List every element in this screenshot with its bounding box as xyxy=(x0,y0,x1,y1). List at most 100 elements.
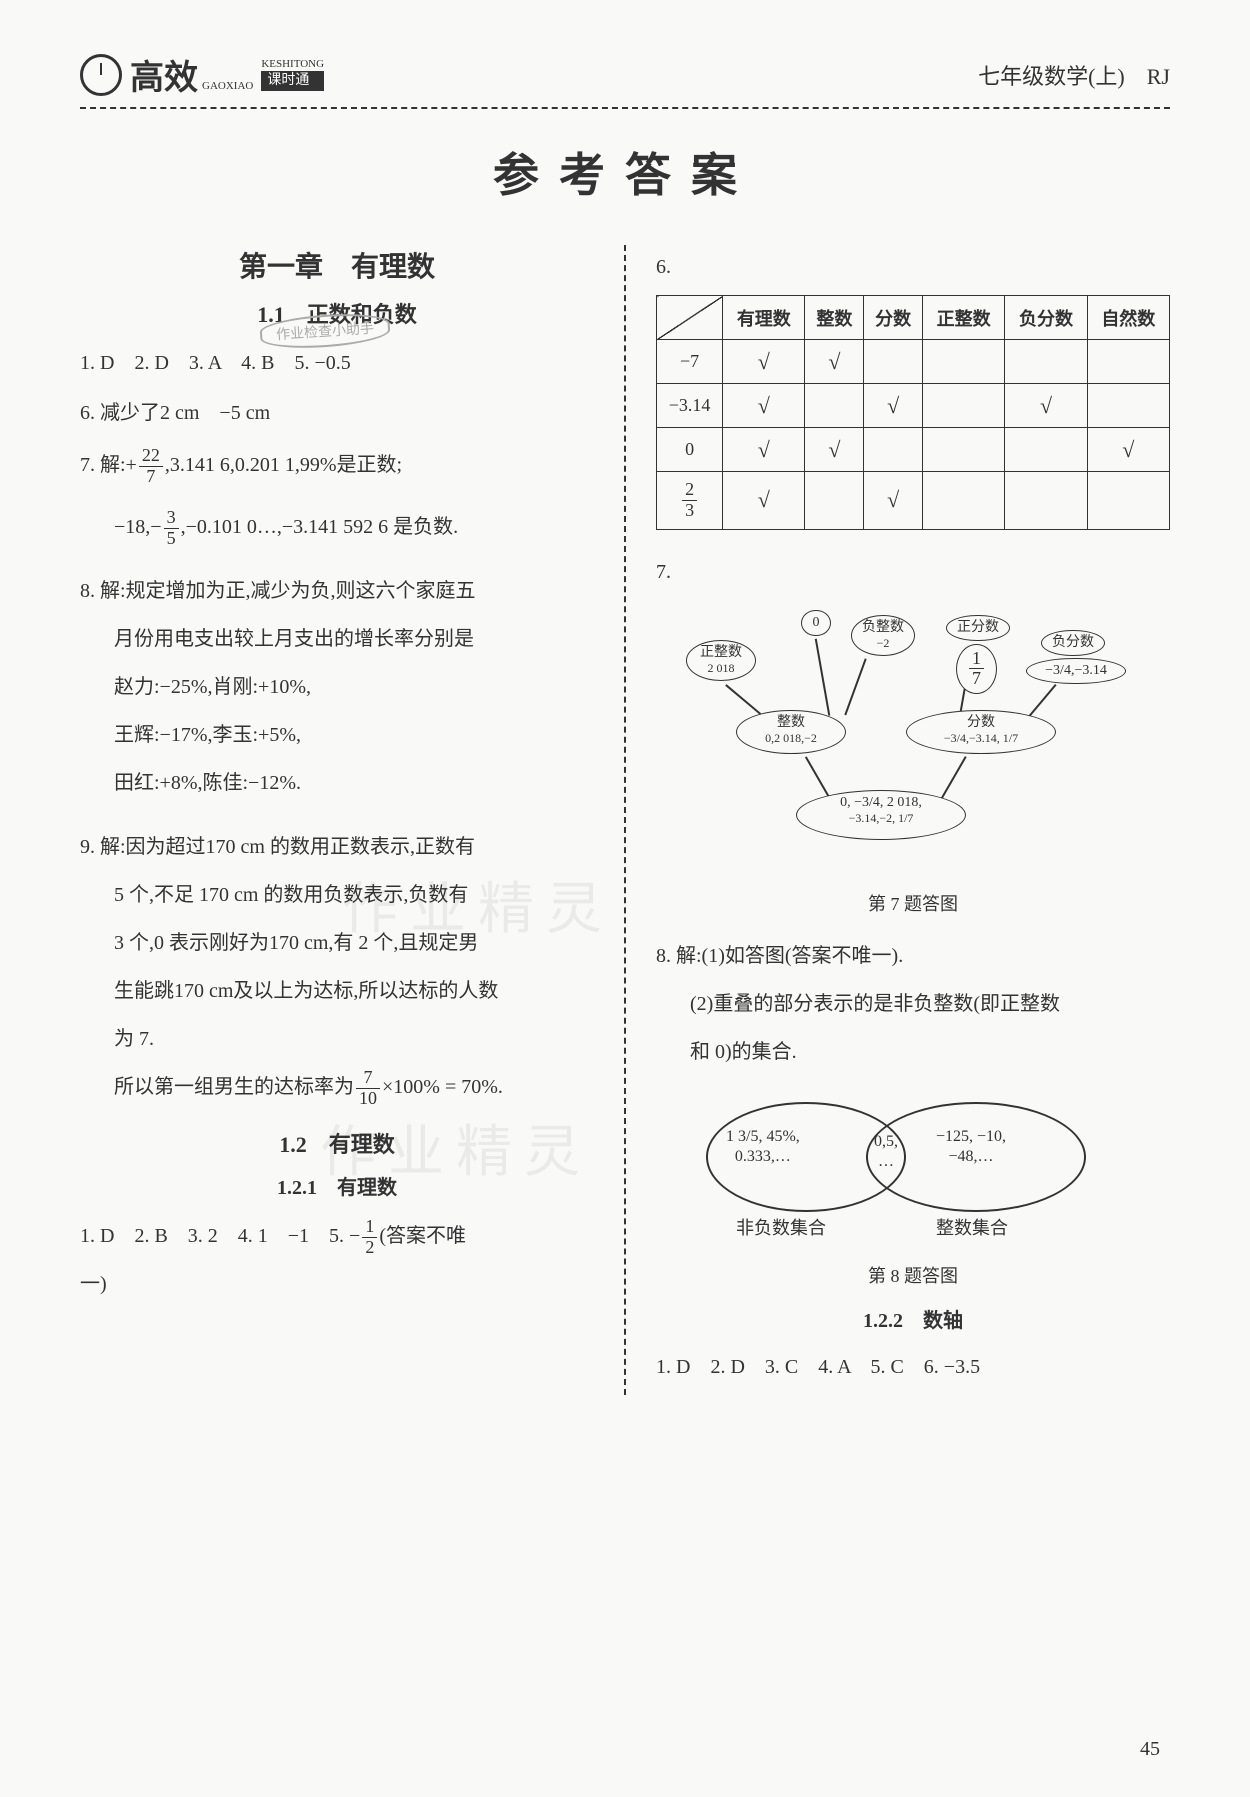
venn-mid-text: 0,5, … xyxy=(874,1132,898,1174)
section-1-2-title: 1.2 有理数 xyxy=(80,1127,594,1159)
tree-node-pos_frac_v: 17 xyxy=(956,644,997,695)
table-cell: √ xyxy=(723,472,805,530)
page-number: 45 xyxy=(1140,1738,1160,1761)
s121-frac: 12 xyxy=(362,1217,377,1258)
venn-right-text: −125, −10, −48,… xyxy=(936,1127,1006,1169)
q8-l2: 月份用电支出较上月支出的增长率分别是 xyxy=(80,615,594,663)
table-cell xyxy=(864,428,923,472)
q8r-l2: (2)重叠的部分表示的是非负整数(即正整数 xyxy=(656,980,1170,1028)
tree-node-fraction: 分数−3/4,−3.14, 1/7 xyxy=(906,710,1056,754)
table-header: 有理数 xyxy=(723,296,805,340)
tree-caption: 第 7 题答图 xyxy=(656,890,1170,916)
table-cell: √ xyxy=(1087,428,1169,472)
brand-block: 高效 GAOXIAO KESHITONG 课时通 xyxy=(80,50,324,99)
table-cell xyxy=(864,340,923,384)
table-cell: √ xyxy=(723,384,805,428)
venn-diagram: 1 3/5, 45%, 0.333,… 0,5, … −125, −10, −4… xyxy=(656,1092,1170,1252)
table-row: 23√√ xyxy=(657,472,1170,530)
venn-left-text: 1 3/5, 45%, 0.333,… xyxy=(726,1127,800,1169)
q9-frac: 710 xyxy=(356,1068,380,1109)
table-row: −7√√ xyxy=(657,340,1170,384)
subsection-1-2-2-title: 1.2.2 数轴 xyxy=(656,1304,1170,1333)
tree-node-neg_int: 负整数−2 xyxy=(851,615,915,656)
table-row: 0√√√ xyxy=(657,428,1170,472)
q8-l5: 田红:+8%,陈佳:−12%. xyxy=(80,759,594,807)
row-label: −7 xyxy=(657,340,723,384)
subsection-1-2-1-title: 1.2.1 有理数 xyxy=(80,1171,594,1200)
tree-diagram: 正整数2 0180负整数−2正分数17负分数−3/4,−3.14整数0,2 01… xyxy=(656,600,1170,880)
venn-left-label: 非负数集合 xyxy=(736,1217,826,1240)
tree-edge xyxy=(940,756,966,800)
table-cell: √ xyxy=(864,472,923,530)
table-cell xyxy=(1087,384,1169,428)
page-header: 高效 GAOXIAO KESHITONG 课时通 七年级数学(上) RJ xyxy=(80,50,1170,109)
table-cell xyxy=(1005,340,1087,384)
q8-l3: 赵力:−25%,肖刚:+10%, xyxy=(80,663,594,711)
row-label: 0 xyxy=(657,428,723,472)
q7a-prefix: 7. 解:+ xyxy=(80,454,137,476)
q7b-prefix: −18,− xyxy=(114,516,162,538)
table-cell: √ xyxy=(1005,384,1087,428)
tree-node-neg_frac_v: −3/4,−3.14 xyxy=(1026,658,1126,685)
clock-icon xyxy=(80,54,122,96)
q9-l4: 生能跳170 cm及以上为达标,所以达标的人数 xyxy=(80,967,594,1015)
main-title: 参考答案 xyxy=(80,139,1170,205)
q8r-l1: 8. 解:(1)如答图(答案不唯一). xyxy=(656,932,1170,980)
q9-l1: 9. 解:因为超过170 cm 的数用正数表示,正数有 xyxy=(80,823,594,871)
tree-node-neg_frac_h: 负分数 xyxy=(1041,630,1105,657)
q9-l2: 5 个,不足 170 cm 的数用负数表示,负数有 xyxy=(80,871,594,919)
table-cell xyxy=(1005,472,1087,530)
brand-sub-top: KESHITONG xyxy=(261,58,324,71)
s121-l1: 1. D 2. B 3. 2 4. 1 −1 5. −12(答案不唯 一) xyxy=(80,1212,594,1308)
q7a-suffix: ,3.141 6,0.201 1,99%是正数; xyxy=(165,454,402,476)
table-cell xyxy=(805,384,864,428)
table-header: 整数 xyxy=(805,296,864,340)
brand-main: 高效 xyxy=(130,60,198,97)
tree-node-root: 0, −3/4, 2 018,−3.14,−2, 1/7 xyxy=(796,790,966,840)
chapter-title: 第一章 有理数 xyxy=(80,245,594,285)
q8-l1: 8. 解:规定增加为正,减少为负,则这六个家庭五 xyxy=(80,567,594,615)
q7a-frac: 227 xyxy=(139,446,163,487)
classification-table: 有理数整数分数正整数负分数自然数 −7√√−3.14√√√0√√√23√√ xyxy=(656,295,1170,530)
venn-caption: 第 8 题答图 xyxy=(656,1262,1170,1288)
tree-edge xyxy=(845,658,867,715)
s11-q7: 7. 解:+227,3.141 6,0.201 1,99%是正数; −18,−3… xyxy=(80,441,594,551)
table-cell: √ xyxy=(805,340,864,384)
table-cell: √ xyxy=(723,340,805,384)
row-label: 23 xyxy=(657,472,723,530)
table-cell xyxy=(805,472,864,530)
table-cell xyxy=(923,384,1005,428)
left-column: 第一章 有理数 1.1 正数和负数 作业检查小助手 1. D 2. D 3. A… xyxy=(80,245,594,1395)
brand-sub: KESHITONG 课时通 xyxy=(261,58,324,92)
tree-node-pos_frac_h: 正分数 xyxy=(946,615,1010,642)
table-cell xyxy=(923,472,1005,530)
tree-node-integer: 整数0,2 018,−2 xyxy=(736,710,846,754)
table-cell xyxy=(1005,428,1087,472)
s122-l1: 1. D 2. D 3. C 4. A 5. C 6. −3.5 xyxy=(656,1345,1170,1389)
q9-l5: 为 7. xyxy=(80,1015,594,1063)
q7b-frac: 35 xyxy=(164,508,179,549)
table-cell xyxy=(923,428,1005,472)
table-cell xyxy=(923,340,1005,384)
q8-l4: 王辉:−17%,李玉:+5%, xyxy=(80,711,594,759)
row-label: −3.14 xyxy=(657,384,723,428)
q9-l6: 所以第一组男生的达标率为710×100% = 70%. xyxy=(80,1063,594,1111)
s121-q8: 8. 解:(1)如答图(答案不唯一). (2)重叠的部分表示的是非负整数(即正整… xyxy=(656,932,1170,1076)
q6-label: 6. xyxy=(656,245,1170,289)
s121-l2: 一) xyxy=(80,1260,594,1308)
q7b-suffix: ,−0.101 0…,−3.141 592 6 是负数. xyxy=(181,516,459,538)
table-header: 分数 xyxy=(864,296,923,340)
content-columns: 第一章 有理数 1.1 正数和负数 作业检查小助手 1. D 2. D 3. A… xyxy=(80,245,1170,1395)
venn-right-label: 整数集合 xyxy=(936,1217,1008,1240)
q8r-l3: 和 0)的集合. xyxy=(656,1028,1170,1076)
s11-line2: 6. 减少了2 cm −5 cm xyxy=(80,391,594,435)
s11-q8: 8. 解:规定增加为正,减少为负,则这六个家庭五 月份用电支出较上月支出的增长率… xyxy=(80,567,594,807)
column-divider xyxy=(624,245,626,1395)
table-header xyxy=(657,296,723,340)
table-cell: √ xyxy=(723,428,805,472)
brand-pinyin: GAOXIAO xyxy=(202,80,253,92)
table-cell: √ xyxy=(805,428,864,472)
q9-l3: 3 个,0 表示刚好为170 cm,有 2 个,且规定男 xyxy=(80,919,594,967)
table-row: −3.14√√√ xyxy=(657,384,1170,428)
table-cell xyxy=(1087,472,1169,530)
